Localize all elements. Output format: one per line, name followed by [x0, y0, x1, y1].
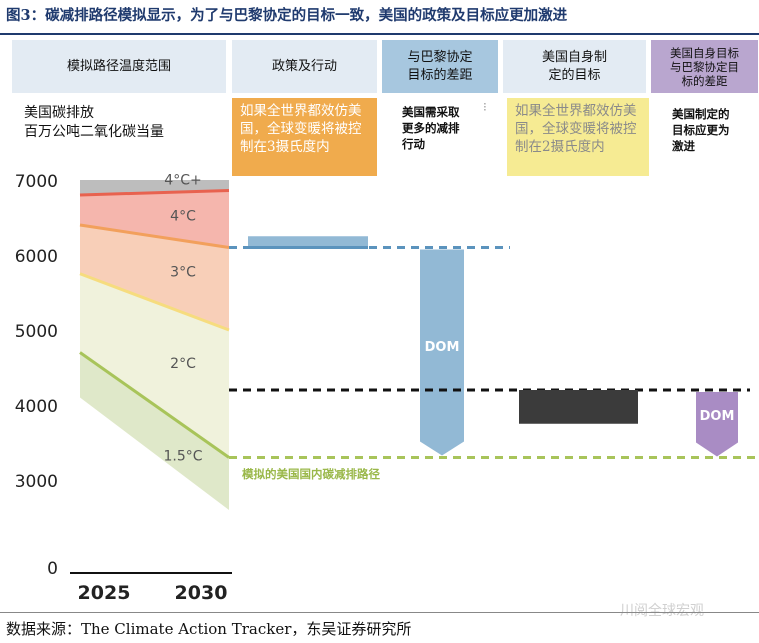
band-label-1.5°C: 1.5°C: [163, 448, 202, 464]
x-tick-2030: 2030: [175, 582, 228, 604]
y-tick-3000: 3000: [15, 472, 58, 492]
separator-dots: ⁝: [483, 100, 487, 114]
header-policy: 政策及行动: [232, 40, 377, 93]
us-target-bar: [519, 390, 638, 424]
policy-note: 如果全世界都效仿美国，全球变暖将被控制在3摄氏度内: [232, 98, 377, 176]
figure-title: 图3：碳减排路径模拟显示，为了与巴黎协定的目标一致，美国的政策及目标应更加激进: [6, 7, 568, 24]
band-label-4°C+: 4°C+: [164, 172, 201, 188]
target-note: 如果全世界都效仿美国，全球变暖将被控制在2摄氏度内: [507, 98, 649, 176]
need-more-note: 美国需采取 更多的减排 行动: [402, 105, 460, 151]
header-target-gap: 美国自身目标 与巴黎协定目 标的差距: [651, 40, 758, 93]
header-us-target: 美国自身制 定的目标: [503, 40, 646, 93]
band-label-2°C: 2°C: [170, 356, 196, 372]
y-tick-7000: 7000: [15, 172, 58, 192]
y-axis-unit: 美国碳排放 百万公吨二氧化碳当量: [24, 105, 164, 140]
band-1.5°C: [80, 352, 229, 510]
boundary-line-4°C: [79, 223, 230, 249]
y-tick-4000: 4000: [15, 397, 58, 417]
band-3°C: [80, 225, 229, 330]
header-target-gap-label: 美国自身目标 与巴黎协定目 标的差距: [670, 45, 739, 88]
header-temp-range: 模拟路径温度范围: [12, 40, 226, 93]
boundary-line-3°C: [79, 272, 230, 332]
y-tick-5000: 5000: [15, 322, 58, 342]
band-label-4°C: 4°C: [170, 208, 196, 224]
paris-gap-label: DOM: [425, 340, 460, 355]
header-temp-range-label: 模拟路径温度范围: [66, 58, 171, 74]
pathway-label: 模拟的美国国内碳减排路径: [242, 467, 380, 481]
boundary-line-2°C: [79, 351, 230, 459]
header-paris-gap-label: 与巴黎协定 目标的差距: [407, 49, 473, 83]
band-label-3°C: 3°C: [170, 265, 196, 281]
header-us-target-label: 美国自身制 定的目标: [541, 49, 607, 83]
header-policy-label: 政策及行动: [271, 58, 337, 74]
paris-gap-arrow: [420, 249, 464, 456]
boundary-line-4°C+: [79, 189, 230, 197]
x-tick-2025: 2025: [78, 582, 131, 604]
target-gap-arrow: [696, 392, 738, 457]
y-tick-0: 0: [47, 559, 58, 579]
policy-bar: [248, 236, 368, 248]
footer-rule: [0, 612, 759, 613]
watermark: 川阅全球宏观: [620, 603, 704, 619]
y-tick-6000: 6000: [15, 247, 58, 267]
aggressive-note: 美国制定的 目标应更为 激进: [672, 107, 730, 153]
source-footer: 数据来源：The Climate Action Tracker，东吴证券研究所: [6, 620, 412, 638]
header-paris-gap: 与巴黎协定 目标的差距: [382, 40, 498, 93]
band-2C-fill: [80, 273, 229, 458]
band-4°C: [80, 190, 229, 248]
title-rule: [0, 33, 759, 35]
target-gap-label: DOM: [700, 409, 735, 424]
